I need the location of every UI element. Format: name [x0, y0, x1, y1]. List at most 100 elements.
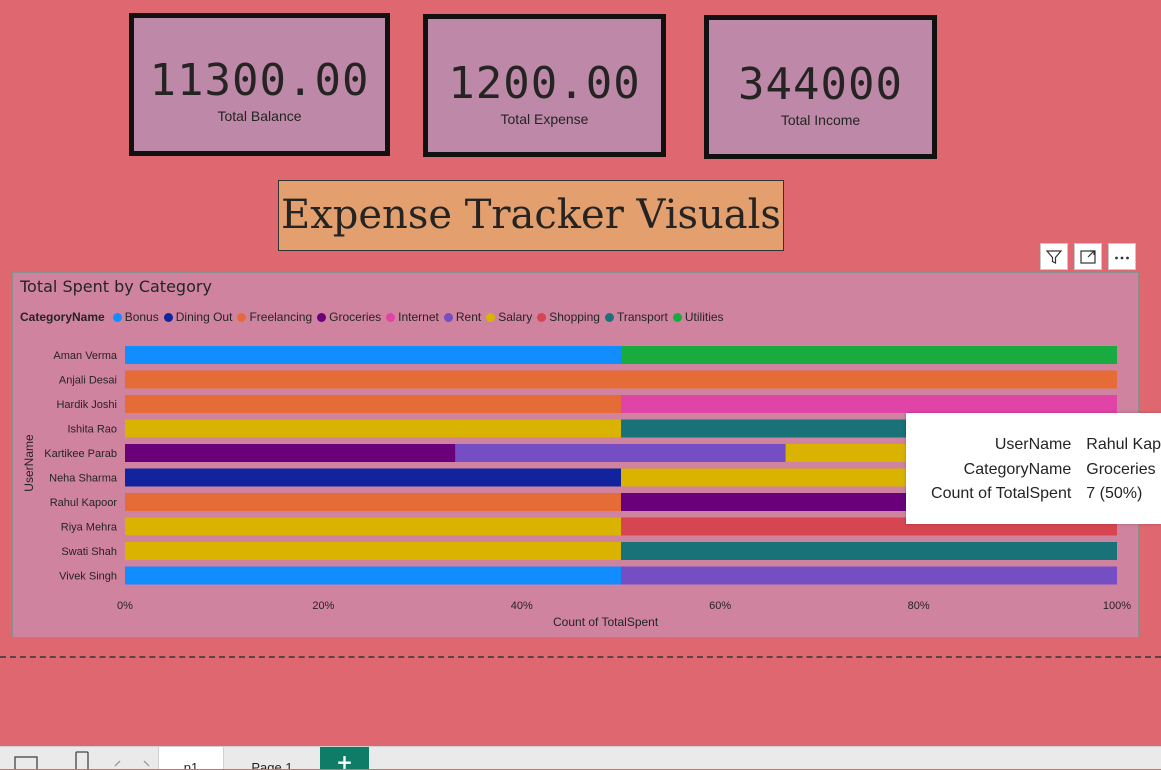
y-tick-label: Riya Mehra [61, 522, 118, 534]
legend-dot [443, 312, 453, 322]
total-expense-value: 1200.00 [448, 58, 641, 109]
legend-dot [486, 312, 496, 322]
x-tick-label: 80% [908, 600, 930, 612]
bar-segment-salary[interactable] [125, 517, 621, 536]
total-balance-label: Total Balance [217, 108, 302, 124]
bar-segment-bonus[interactable] [125, 346, 621, 364]
page-boundary-line [0, 656, 1161, 658]
y-tick-label: Kartikee Parab [44, 448, 117, 460]
legend-label: Transport [616, 310, 668, 324]
prev-page-icon[interactable] [112, 760, 124, 770]
tooltip-row: CategoryName Groceries [906, 458, 1161, 483]
more-options-button[interactable] [1108, 243, 1136, 270]
legend-dot [317, 312, 327, 322]
y-tick-label: Neha Sharma [49, 473, 118, 485]
bar-segment-transport[interactable] [621, 542, 1117, 560]
legend-item-transport[interactable]: Transport [604, 310, 668, 324]
x-tick-label: 60% [709, 600, 731, 612]
bar-segment-bonus[interactable] [125, 566, 621, 585]
bar-segment-internet[interactable] [621, 395, 1117, 413]
legend-item-rent[interactable]: Rent [443, 310, 482, 324]
bar-segment-rent[interactable] [455, 444, 786, 462]
tooltip-value: 7 (50%) [1086, 485, 1143, 503]
total-balance-value: 11300.00 [149, 55, 370, 106]
tooltip-value: Groceries [1086, 460, 1156, 478]
tooltip-key: Count of TotalSpent [931, 485, 1072, 503]
legend-dot [112, 312, 122, 322]
x-tick-label: 40% [511, 600, 533, 612]
y-tick-label: Vivek Singh [59, 571, 117, 583]
bar-segment-salary[interactable] [125, 542, 621, 560]
y-tick-label: Rahul Kapoor [50, 497, 118, 509]
bar-segment-freelancing[interactable] [125, 370, 1117, 389]
page-tabs-bar: p1 Page 1 + [0, 746, 1161, 769]
focus-mode-button[interactable] [1074, 243, 1102, 270]
bar-segment-rent[interactable] [621, 566, 1117, 585]
add-page-button[interactable]: + [320, 747, 369, 769]
mobile-layout-icon[interactable] [74, 751, 90, 769]
total-income-value: 344000 [738, 59, 903, 110]
legend-dot [386, 312, 396, 322]
total-income-label: Total Income [780, 112, 861, 128]
bar-segment-dining-out[interactable] [125, 468, 621, 487]
x-tick-label: 20% [312, 600, 334, 612]
legend-label: Shopping [549, 310, 600, 324]
y-tick-label: Anjali Desai [59, 375, 117, 387]
tooltip-row: UserName Rahul Kap [906, 433, 1161, 458]
legend-item-freelancing[interactable]: Freelancing [237, 310, 312, 324]
bar-segment-utilities[interactable] [621, 346, 1117, 364]
legend-label: Freelancing [249, 310, 313, 324]
legend-label: Bonus [124, 310, 159, 324]
legend-dot [163, 312, 173, 322]
report-title-banner: Expense Tracker Visuals [278, 180, 784, 251]
legend-label: Groceries [329, 310, 382, 324]
legend-item-shopping[interactable]: Shopping [537, 310, 600, 324]
y-tick-label: Swati Shah [61, 546, 117, 558]
legend-label: Internet [398, 310, 439, 324]
x-axis-label: Count of TotalSpent [553, 615, 659, 629]
legend-label: Rent [455, 310, 482, 324]
legend-label: Salary [498, 310, 533, 324]
legend-dot [537, 312, 547, 322]
tab-page-1[interactable]: Page 1 [251, 760, 293, 769]
next-page-icon[interactable] [140, 760, 152, 770]
legend-label: Utilities [684, 310, 724, 324]
y-tick-label: Ishita Rao [67, 424, 117, 436]
total-expense-card[interactable]: 1200.00 Total Expense [423, 14, 666, 157]
total-balance-card[interactable]: 11300.00 Total Balance [129, 13, 390, 156]
legend-dot [237, 312, 247, 322]
bar-segment-salary[interactable] [125, 419, 621, 438]
legend-item-utilities[interactable]: Utilities [672, 310, 724, 324]
x-tick-label: 100% [1103, 600, 1131, 612]
legend-dot [672, 312, 682, 322]
x-tick-label: 0% [117, 600, 133, 612]
tooltip-table: UserName Rahul Kap CategoryName Grocerie… [906, 433, 1161, 507]
tab-p1[interactable]: p1 [158, 747, 224, 769]
legend-item-salary[interactable]: Salary [486, 310, 532, 324]
bar-segment-freelancing[interactable] [125, 493, 621, 511]
legend-label: Dining Out [175, 310, 233, 324]
tooltip-row: Count of TotalSpent 7 (50%) [906, 482, 1161, 507]
bar-segment-groceries[interactable] [125, 444, 456, 462]
bar-segment-freelancing[interactable] [125, 395, 621, 413]
filter-icon [1045, 249, 1063, 264]
legend-item-dining-out[interactable]: Dining Out [163, 310, 233, 324]
tooltip-key: CategoryName [963, 460, 1072, 478]
more-options-icon [1115, 256, 1129, 259]
tooltip-key: UserName [994, 436, 1072, 454]
chart-title: Total Spent by Category [20, 277, 212, 296]
desktop-layout-icon[interactable] [14, 755, 40, 769]
total-expense-label: Total Expense [500, 111, 589, 127]
focus-mode-icon [1080, 249, 1096, 264]
tooltip-value: Rahul Kap [1086, 436, 1161, 454]
legend-item-bonus[interactable]: Bonus [112, 310, 159, 324]
legend-item-internet[interactable]: Internet [386, 310, 439, 324]
y-tick-label: Hardik Joshi [56, 399, 117, 411]
legend-item-groceries[interactable]: Groceries [317, 310, 381, 324]
filter-button[interactable] [1040, 243, 1068, 270]
chart-legend: CategoryName Bonus Dining Out Freelancing G… [20, 310, 729, 324]
total-income-card[interactable]: 344000 Total Income [704, 15, 937, 159]
y-tick-label: Aman Verma [53, 350, 117, 362]
chart-tooltip: UserName Rahul Kap CategoryName Grocerie… [906, 413, 1161, 524]
legend-dot [604, 312, 614, 322]
